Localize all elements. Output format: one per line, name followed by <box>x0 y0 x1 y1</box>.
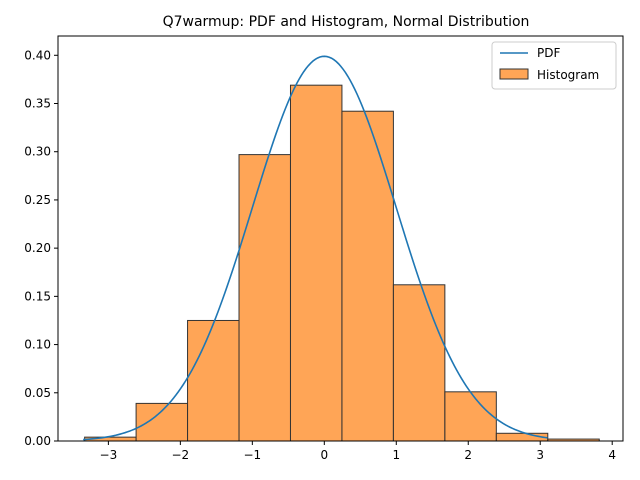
chart-title: Q7warmup: PDF and Histogram, Normal Dist… <box>163 14 530 30</box>
y-tick-label: 0.40 <box>24 48 51 62</box>
y-tick-label: 0.00 <box>24 434 51 448</box>
x-axis-ticks: −3 −2 −1 0 1 2 3 4 <box>100 441 616 462</box>
y-tick-label: 0.25 <box>24 193 51 207</box>
legend-pdf-label: PDF <box>537 46 560 60</box>
y-tick-label: 0.10 <box>24 338 51 352</box>
histogram-bars <box>84 84 600 442</box>
x-tick-label: 2 <box>464 448 472 462</box>
histogram-bar <box>187 319 240 442</box>
histogram-bar <box>135 402 189 442</box>
axes-frame <box>57 35 624 442</box>
y-tick-label: 0.35 <box>24 97 51 111</box>
histogram-bar <box>289 84 343 442</box>
histogram-bar <box>392 284 446 442</box>
x-tick-label: −3 <box>100 448 118 462</box>
y-axis-ticks: 0.00 0.05 0.10 0.15 0.20 0.25 0.30 0.35 0.40 <box>24 48 58 448</box>
legend-histogram-label: Histogram <box>537 68 599 82</box>
x-tick-label: 4 <box>608 448 616 462</box>
legend: PDF Histogram <box>491 41 617 90</box>
y-tick-label: 0.20 <box>24 241 51 255</box>
y-tick-label: 0.05 <box>24 386 51 400</box>
x-tick-label: 1 <box>392 448 400 462</box>
y-tick-label: 0.15 <box>24 289 51 303</box>
histogram-bar <box>341 110 394 442</box>
x-tick-label: 3 <box>536 448 544 462</box>
pdf-line-layer <box>83 55 548 441</box>
histogram-bar <box>444 391 497 442</box>
pdf-line <box>83 55 548 441</box>
x-tick-label: −2 <box>172 448 190 462</box>
histogram-bar <box>238 154 291 442</box>
x-tick-label: 0 <box>320 448 328 462</box>
legend-histogram-swatch <box>499 68 529 80</box>
y-tick-label: 0.30 <box>24 145 51 159</box>
x-tick-label: −1 <box>243 448 261 462</box>
